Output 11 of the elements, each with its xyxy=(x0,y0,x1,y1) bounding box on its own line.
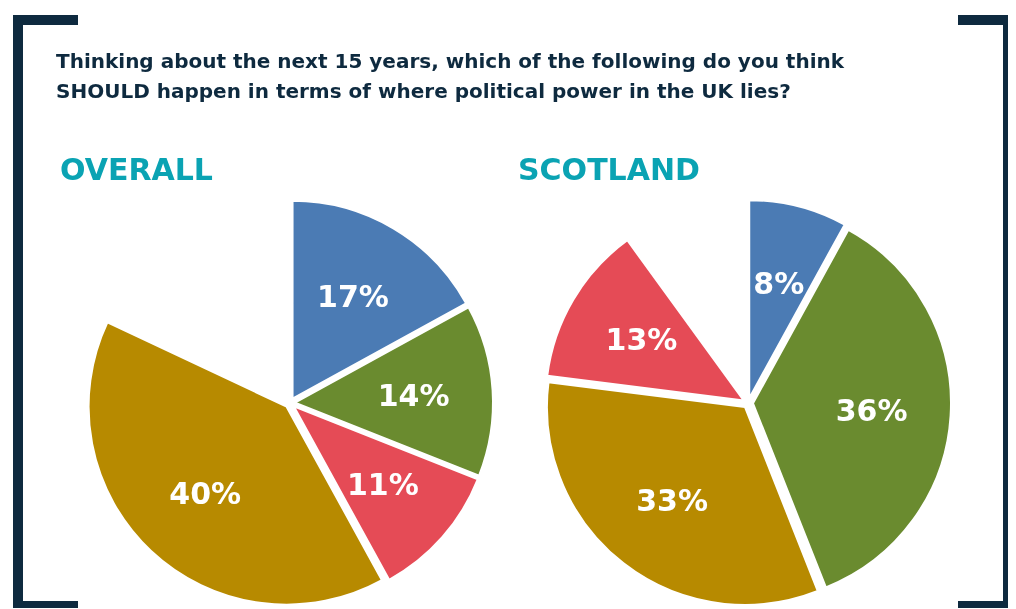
data-label: 8% xyxy=(753,265,805,301)
data-label: 13% xyxy=(605,322,678,358)
data-label: 14% xyxy=(377,377,450,413)
data-label: 36% xyxy=(835,393,908,429)
text: Thinking about the next 15 years, which of the following do you think SHOULD happen in terms of where political power in the UK lies? xyxy=(56,49,845,103)
data-label: 40% xyxy=(169,475,242,511)
chart-title: OVERALL xyxy=(60,152,213,187)
data-label: 11% xyxy=(346,467,419,503)
data-label: 17% xyxy=(317,278,389,314)
chart-title: SCOTLAND xyxy=(518,152,700,187)
data-label: 33% xyxy=(636,483,709,519)
